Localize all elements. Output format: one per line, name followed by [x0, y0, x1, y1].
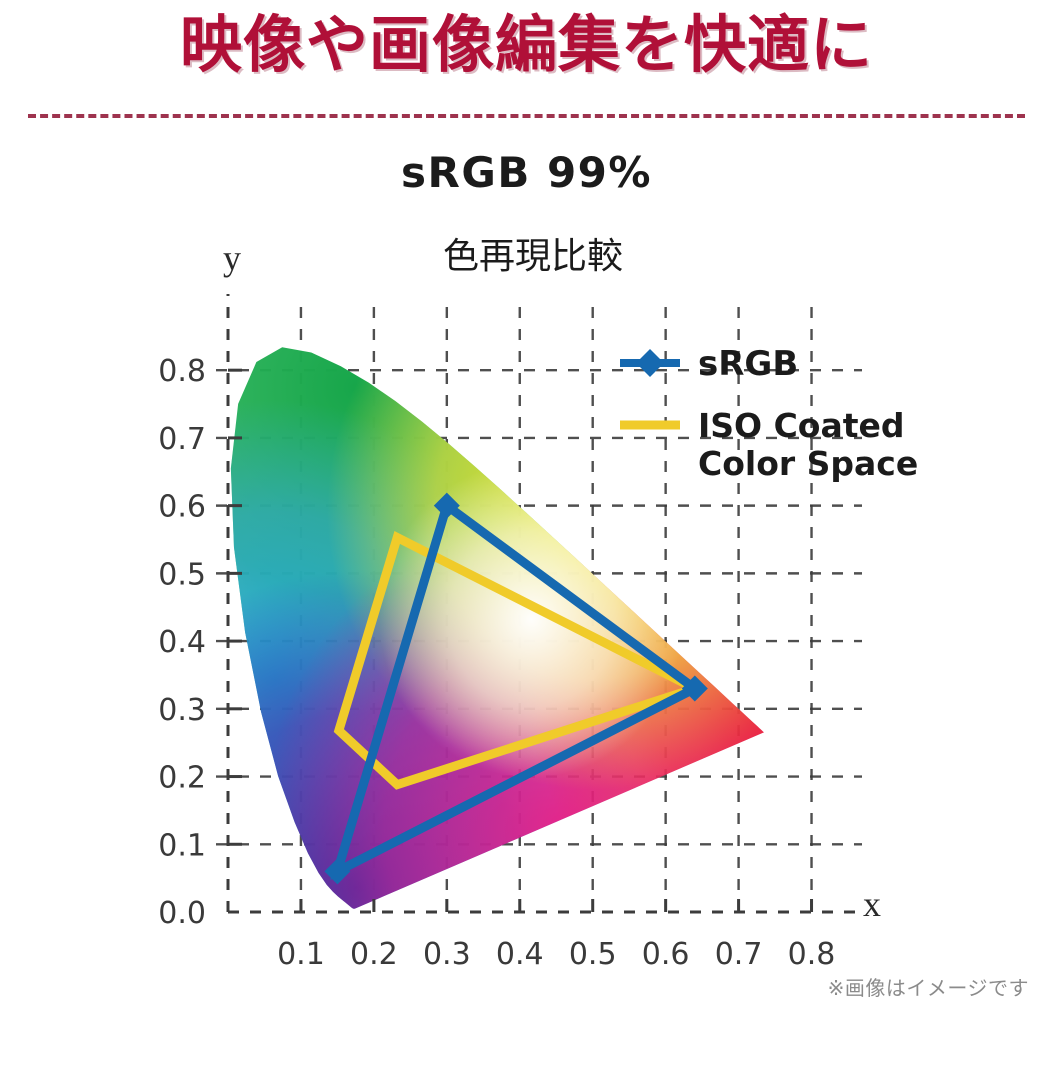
- gamut-polygon-iso-coated: [333, 531, 707, 790]
- legend-diamond-icon: [636, 349, 664, 377]
- x-tick-label: 0.8: [788, 937, 836, 972]
- srgb-vertex-marker: [433, 492, 460, 519]
- y-tick-label: 0.5: [158, 557, 206, 592]
- x-tick-label: 0.3: [423, 937, 471, 972]
- y-tick-label: 0.3: [158, 693, 206, 728]
- y-tick-label: 0.7: [158, 422, 206, 457]
- x-tick-label: 0.1: [277, 937, 325, 972]
- x-tick-label: 0.6: [642, 937, 690, 972]
- locus-gradient-gWhite: [230, 347, 764, 909]
- page-title: 映像や画像編集を快適に: [179, 8, 873, 81]
- y-tick-label: 0.8: [158, 354, 206, 389]
- x-tick-label: 0.7: [715, 937, 763, 972]
- subtitle-srgb-coverage: sRGB 99%: [401, 148, 652, 197]
- gamut-polygons: [324, 492, 708, 885]
- legend-label-iso-line2: Color Space: [698, 444, 918, 483]
- x-tick-label: 0.4: [496, 937, 544, 972]
- chromaticity-chart: 0.1 0.2 0.3 0.4 0.5 0.6 0.7 0.8 0.0 0.1 0.2 0.3 0.4 0…: [0, 228, 1053, 988]
- y-tick-label: 0.2: [158, 761, 206, 796]
- chart-title: 色再現比較: [443, 236, 623, 277]
- y-tick-label: 0.4: [158, 625, 206, 660]
- legend-label-srgb: sRGB: [698, 344, 798, 384]
- srgb-vertex-marker: [324, 858, 351, 885]
- y-tick-label: 0.6: [158, 490, 206, 525]
- footnote: ※画像はイメージです: [827, 976, 1029, 1000]
- gamut-polygon-srgb: [330, 498, 704, 881]
- chromaticity-locus: [230, 347, 764, 909]
- x-tick-label: 0.5: [569, 937, 617, 972]
- chart-axes: [226, 294, 862, 914]
- x-axis-label: x: [863, 884, 881, 924]
- y-axis-label: y: [223, 238, 241, 278]
- x-tick-label: 0.2: [350, 937, 398, 972]
- divider: [28, 114, 1025, 118]
- y-tick-label: 0.1: [158, 828, 206, 863]
- y-tick-label: 0.0: [158, 896, 206, 931]
- legend-label-iso-line1: ISO Coated: [698, 406, 905, 445]
- chart-tick-labels: 0.1 0.2 0.3 0.4 0.5 0.6 0.7 0.8 0.0 0.1 0.2 0.3 0.4 0…: [158, 354, 835, 972]
- srgb-vertex-marker: [681, 675, 708, 702]
- chart-gridlines: [216, 306, 862, 912]
